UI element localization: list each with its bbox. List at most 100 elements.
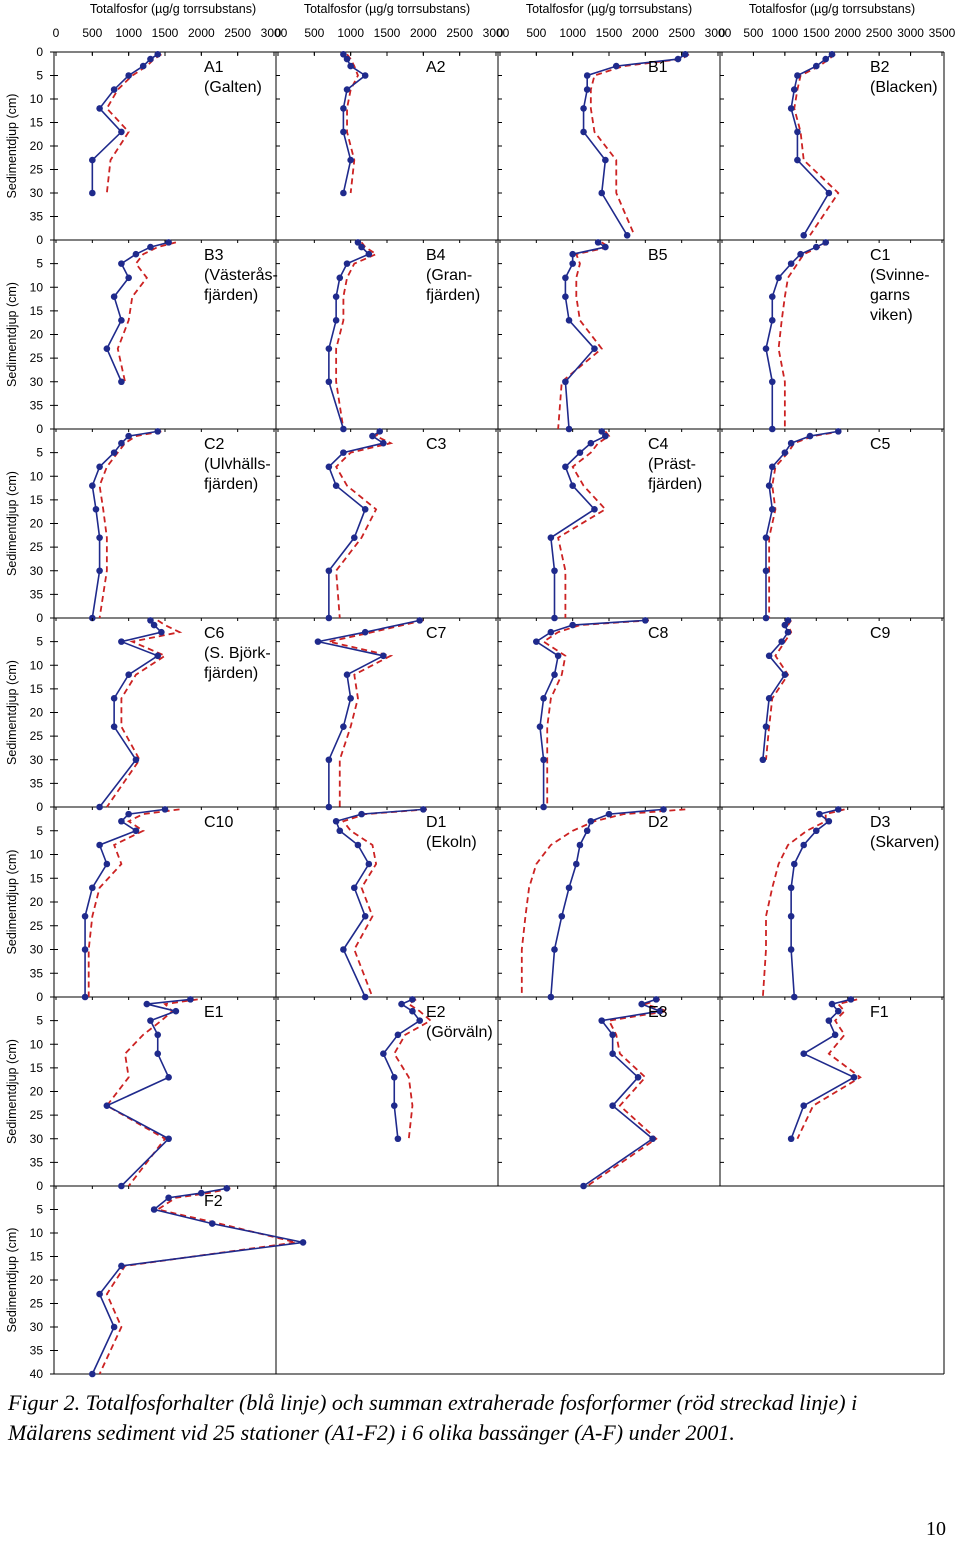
panel-title: F2 <box>204 1193 223 1210</box>
panel-title: garns <box>870 287 910 304</box>
total-p-point <box>96 567 103 575</box>
y-tick-label: 5 <box>36 1014 43 1028</box>
total-p-point <box>143 1000 151 1008</box>
total-p-point <box>361 912 369 920</box>
total-p-point <box>634 1074 642 1081</box>
panel-title: fjärden) <box>204 287 258 304</box>
total-p-point <box>784 628 792 636</box>
total-p-point <box>794 128 801 136</box>
panel-b3: B3 (Västerås-fjärden) <box>54 239 278 406</box>
total-p-point <box>825 1017 833 1024</box>
total-p-line <box>327 430 386 618</box>
panel-d1: D1 (Ekoln) <box>276 806 497 1001</box>
extracted-p-line <box>335 430 394 619</box>
y-tick-label: 35 <box>30 966 44 980</box>
y-tick-label: 5 <box>36 824 43 838</box>
total-p-point <box>198 1189 205 1197</box>
total-p-point <box>361 993 369 1001</box>
panel-e3: E3 <box>498 996 719 1190</box>
total-p-line <box>91 430 158 619</box>
total-p-point <box>609 1102 616 1109</box>
x-tick-label: 500 <box>526 26 546 40</box>
total-p-point <box>96 841 103 849</box>
panel-title: C10 <box>204 814 233 831</box>
extracted-p-line <box>328 619 424 807</box>
extracted-p-line <box>98 1187 297 1375</box>
total-p-point <box>787 884 795 892</box>
total-p-point <box>587 439 595 447</box>
total-p-point <box>825 189 833 197</box>
total-p-point <box>81 946 89 953</box>
total-p-point <box>562 274 569 282</box>
total-p-line <box>550 808 664 998</box>
x-tick-label: 2500 <box>224 26 251 40</box>
total-p-point <box>765 482 773 490</box>
extracted-p-line <box>793 53 840 236</box>
total-p-point <box>103 345 111 352</box>
x-tick-label: 0 <box>719 26 726 40</box>
x-tick-label: 2000 <box>632 26 659 40</box>
y-tick-label: 0 <box>36 45 43 59</box>
y-tick-label: 25 <box>30 351 44 365</box>
panel-title: D2 <box>648 814 669 831</box>
x-axis-title: Totalfosfor (µg/g torrsubstans) <box>90 2 256 16</box>
total-p-point <box>565 884 573 892</box>
panel-title: (Blacken) <box>870 79 938 96</box>
y-tick-label: 20 <box>30 1273 44 1287</box>
total-p-point <box>562 293 569 301</box>
panel-title: (Ulvhälls- <box>204 456 271 473</box>
extracted-p-line <box>541 619 650 807</box>
extracted-p-line <box>586 998 668 1187</box>
total-p-point <box>347 695 354 702</box>
total-p-point <box>787 1135 795 1143</box>
total-p-point <box>778 638 786 645</box>
total-p-point <box>340 105 347 112</box>
y-tick-label: 35 <box>30 210 44 224</box>
y-axis-title: Sedimentdjup (cm) <box>5 1228 19 1333</box>
total-p-point <box>325 614 333 622</box>
total-p-point <box>340 425 347 433</box>
total-p-line <box>534 619 646 807</box>
y-tick-label: 15 <box>30 682 44 696</box>
total-p-point <box>81 912 89 920</box>
total-p-point <box>347 156 354 164</box>
total-p-point <box>558 912 566 920</box>
total-p-point <box>325 463 333 471</box>
total-p-point <box>768 378 776 386</box>
x-tick-label: 3500 <box>929 26 956 40</box>
total-p-line <box>91 53 159 193</box>
total-p-point <box>554 652 562 660</box>
total-p-point <box>547 534 555 541</box>
panel-title: C9 <box>870 625 891 642</box>
panel-title: C7 <box>426 625 447 642</box>
total-p-point <box>147 617 154 624</box>
total-p-point <box>154 652 162 660</box>
panel-c2: C2 (Ulvhälls-fjärden) <box>54 428 275 622</box>
total-p-point <box>794 72 801 79</box>
total-p-point <box>790 86 798 93</box>
panel-title: fjärden) <box>204 476 258 493</box>
panel-f1: F1 <box>720 996 943 1163</box>
x-tick-label: 2500 <box>866 26 893 40</box>
total-p-point <box>605 810 613 818</box>
total-p-point <box>812 62 820 70</box>
y-tick-label: 25 <box>30 729 44 743</box>
total-p-point <box>158 628 165 636</box>
y-tick-label: 10 <box>30 469 44 483</box>
total-p-point <box>612 62 620 70</box>
total-p-point <box>154 1031 162 1039</box>
total-p-line <box>564 241 608 430</box>
panel-a2: A2 <box>276 51 497 217</box>
total-p-point <box>125 432 132 440</box>
extracted-p-line <box>796 998 862 1140</box>
total-p-point <box>358 810 365 818</box>
total-p-point <box>132 827 140 835</box>
total-p-point <box>351 534 358 541</box>
panel-title: fjärden) <box>648 476 702 493</box>
y-tick-label: 20 <box>30 517 44 531</box>
total-p-point <box>343 86 351 93</box>
total-p-point <box>787 439 795 447</box>
total-p-point <box>762 723 770 730</box>
y-tick-label: 15 <box>30 304 44 318</box>
total-p-point <box>850 1074 858 1081</box>
